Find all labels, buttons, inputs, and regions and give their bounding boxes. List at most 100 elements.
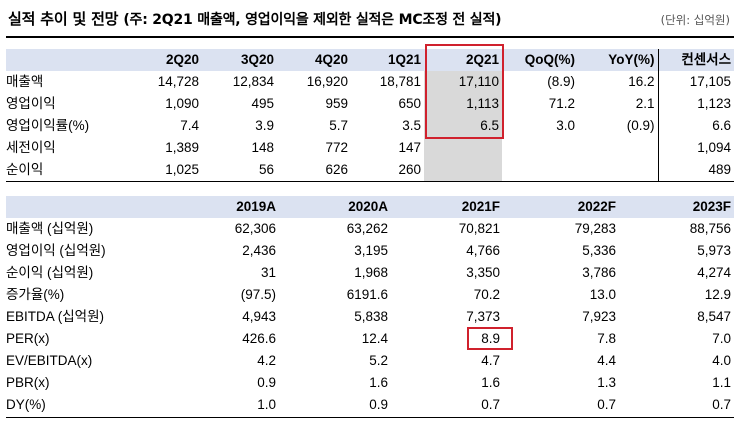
table-cell: 71.2 xyxy=(548,96,575,111)
table-row: 영업이익률(%) 7.4 3.9 5.7 3.5 6.5 3.0 (0.9) 6.6 xyxy=(6,115,734,137)
table-cell: 0.7 xyxy=(597,397,616,412)
table-cell: 4,766 xyxy=(466,243,500,258)
table-cell: 6191.6 xyxy=(346,287,388,302)
table-cell: 3,786 xyxy=(582,265,616,280)
table-row: 영업이익 1,090 495 959 650 1,113 71.2 2.1 1,123 xyxy=(6,93,734,115)
table-cell: 426.6 xyxy=(242,331,276,346)
header-cell xyxy=(6,49,124,71)
row-label: 영업이익률(%) xyxy=(6,118,90,133)
table-cell: 5.2 xyxy=(369,353,388,368)
table-cell: 8,547 xyxy=(697,309,731,324)
table-cell: 18,781 xyxy=(379,74,421,89)
quarterly-header-row: 2Q20 3Q20 4Q20 1Q21 2Q21 QoQ(%) YoY(%) 컨… xyxy=(6,49,734,71)
header-cell: 2021F xyxy=(391,196,503,218)
table-row: 영업이익 (십억원) 2,436 3,195 4,766 5,336 5,973 xyxy=(6,240,734,262)
table-cell: 1,968 xyxy=(354,265,388,280)
table-cell: 4.0 xyxy=(712,353,731,368)
table-row: 세전이익 1,389 148 772 147 1,094 xyxy=(6,137,734,159)
table-cell: 489 xyxy=(657,159,734,181)
table-cell: 1,090 xyxy=(165,96,199,111)
table-cell: 1,113 xyxy=(424,93,502,115)
table-cell: 79,283 xyxy=(574,221,616,236)
table-cell: 8.9 xyxy=(481,331,500,346)
table-cell: 7.0 xyxy=(712,331,731,346)
table-row: 순이익 1,025 56 626 260 489 xyxy=(6,159,734,181)
table-cell: 88,756 xyxy=(689,221,731,236)
quarterly-table: 2Q20 3Q20 4Q20 1Q21 2Q21 QoQ(%) YoY(%) 컨… xyxy=(6,49,734,181)
table-cell: 3,350 xyxy=(466,265,500,280)
table-cell: 3,195 xyxy=(354,243,388,258)
table-cell xyxy=(502,159,578,181)
table-cell: (97.5) xyxy=(240,287,276,302)
table-cell: 12,834 xyxy=(232,74,274,89)
highlight-box-2q21 xyxy=(425,44,504,139)
table-cell: 1.0 xyxy=(257,397,276,412)
table-row: 순이익 (십억원) 31 1,968 3,350 3,786 4,274 xyxy=(6,262,734,284)
table-cell: 3.9 xyxy=(255,118,274,133)
table-cell: 56 xyxy=(258,162,274,177)
table-cell: 1,123 xyxy=(657,93,734,115)
table-cell: 7.8 xyxy=(597,331,616,346)
table-cell: 147 xyxy=(398,140,421,155)
table-cell xyxy=(424,159,502,181)
table-cell: 4.4 xyxy=(597,353,616,368)
header-cell: 2023F xyxy=(619,196,734,218)
table-cell: 650 xyxy=(398,96,421,111)
row-label: 매출액 (십억원) xyxy=(6,221,94,236)
row-label: PER(x) xyxy=(6,331,50,346)
table-cell: 17,110 xyxy=(424,71,502,93)
table-cell: 5,336 xyxy=(582,243,616,258)
table-cell: (8.9) xyxy=(547,74,575,89)
table-cell: 1,389 xyxy=(165,140,199,155)
table-cell: 772 xyxy=(325,140,348,155)
table-cell: 5.7 xyxy=(329,118,348,133)
table-cell: 7.4 xyxy=(180,118,199,133)
table-cell: 4.7 xyxy=(481,353,500,368)
table-row: EV/EBITDA(x) 4.2 5.2 4.7 4.4 4.0 xyxy=(6,350,734,372)
table-cell: 7,373 xyxy=(466,309,500,324)
table-cell: 1,094 xyxy=(657,137,734,159)
row-label: DY(%) xyxy=(6,397,46,412)
annual-header-row: 2019A 2020A 2021F 2022F 2023F xyxy=(6,196,734,218)
table-row: 매출액 (십억원) 62,306 63,262 70,821 79,283 88,756 xyxy=(6,218,734,240)
table-cell: 148 xyxy=(251,140,274,155)
row-label: 영업이익 (십억원) xyxy=(6,243,106,258)
table-cell xyxy=(424,137,502,159)
table-cell: 0.9 xyxy=(257,375,276,390)
table-cell: 63,262 xyxy=(346,221,388,236)
table-cell: 2.1 xyxy=(635,96,655,111)
row-label: EBITDA (십억원) xyxy=(6,309,105,324)
table-cell: 0.7 xyxy=(481,397,500,412)
table-cell: 1.6 xyxy=(369,375,388,390)
table-cell: 5,838 xyxy=(354,309,388,324)
table-cell: 3.5 xyxy=(402,118,421,133)
table-row: 매출액 14,728 12,834 16,920 18,781 17,110 (8.9) 16… xyxy=(6,71,734,93)
header-cell: 2Q21 xyxy=(424,49,502,71)
table-cell: 7,923 xyxy=(582,309,616,324)
title-main: 실적 추이 및 전망 xyxy=(8,10,119,28)
table-cell: 0.7 xyxy=(712,397,731,412)
table-cell: 4,943 xyxy=(242,309,276,324)
table-row: 증가율(%) (97.5) 6191.6 70.2 13.0 12.9 xyxy=(6,284,734,306)
table-cell: 0.9 xyxy=(369,397,388,412)
title-row: 실적 추이 및 전망 (주: 2Q21 매출액, 영업이익을 제외한 실적은 M… xyxy=(6,0,734,34)
header-cell: 4Q20 xyxy=(277,49,351,71)
table-cell xyxy=(578,137,658,159)
table-cell xyxy=(578,159,658,181)
table-row: PER(x) 426.6 12.4 8.9 7.8 7.0 xyxy=(6,328,734,350)
table-cell: 17,105 xyxy=(657,71,734,93)
annual-bottom-rule xyxy=(6,417,734,418)
quarterly-bottom-rule xyxy=(6,181,734,182)
table-cell: 12.4 xyxy=(361,331,388,346)
row-label: 세전이익 xyxy=(6,140,56,155)
highlight-box-per-2021f xyxy=(467,327,513,350)
unit-label: (단위: 십억원) xyxy=(660,13,730,27)
table-cell: 70,821 xyxy=(458,221,500,236)
row-label: PBR(x) xyxy=(6,375,50,390)
table-cell: 626 xyxy=(325,162,348,177)
table-cell: 14,728 xyxy=(157,74,199,89)
table-cell: 4.2 xyxy=(257,353,276,368)
table-cell: 2,436 xyxy=(242,243,276,258)
table-cell: 260 xyxy=(398,162,421,177)
header-cell: 3Q20 xyxy=(202,49,277,71)
